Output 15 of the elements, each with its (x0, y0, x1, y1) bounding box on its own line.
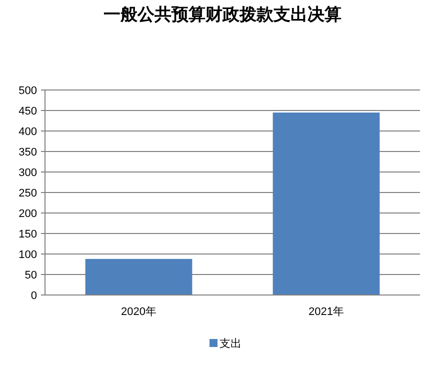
y-tick-label: 400 (18, 126, 37, 138)
y-tick-label: 100 (18, 249, 37, 261)
x-tick-label: 2021年 (308, 306, 344, 318)
y-tick-label: 250 (18, 188, 37, 200)
legend-label: 支出 (220, 337, 242, 350)
chart-title: 一般公共预算财政拨款支出决算 (104, 5, 342, 24)
y-tick-label: 50 (24, 270, 37, 282)
y-tick-label: 350 (18, 146, 37, 158)
y-tick-label: 200 (18, 208, 37, 220)
y-tick-label: 150 (18, 228, 37, 240)
y-tick-label: 450 (18, 106, 37, 118)
y-tick-label: 300 (18, 167, 37, 179)
y-tick-label: 500 (18, 85, 37, 97)
x-tick-label: 2020年 (121, 306, 156, 318)
y-tick-label: 0 (30, 290, 37, 302)
